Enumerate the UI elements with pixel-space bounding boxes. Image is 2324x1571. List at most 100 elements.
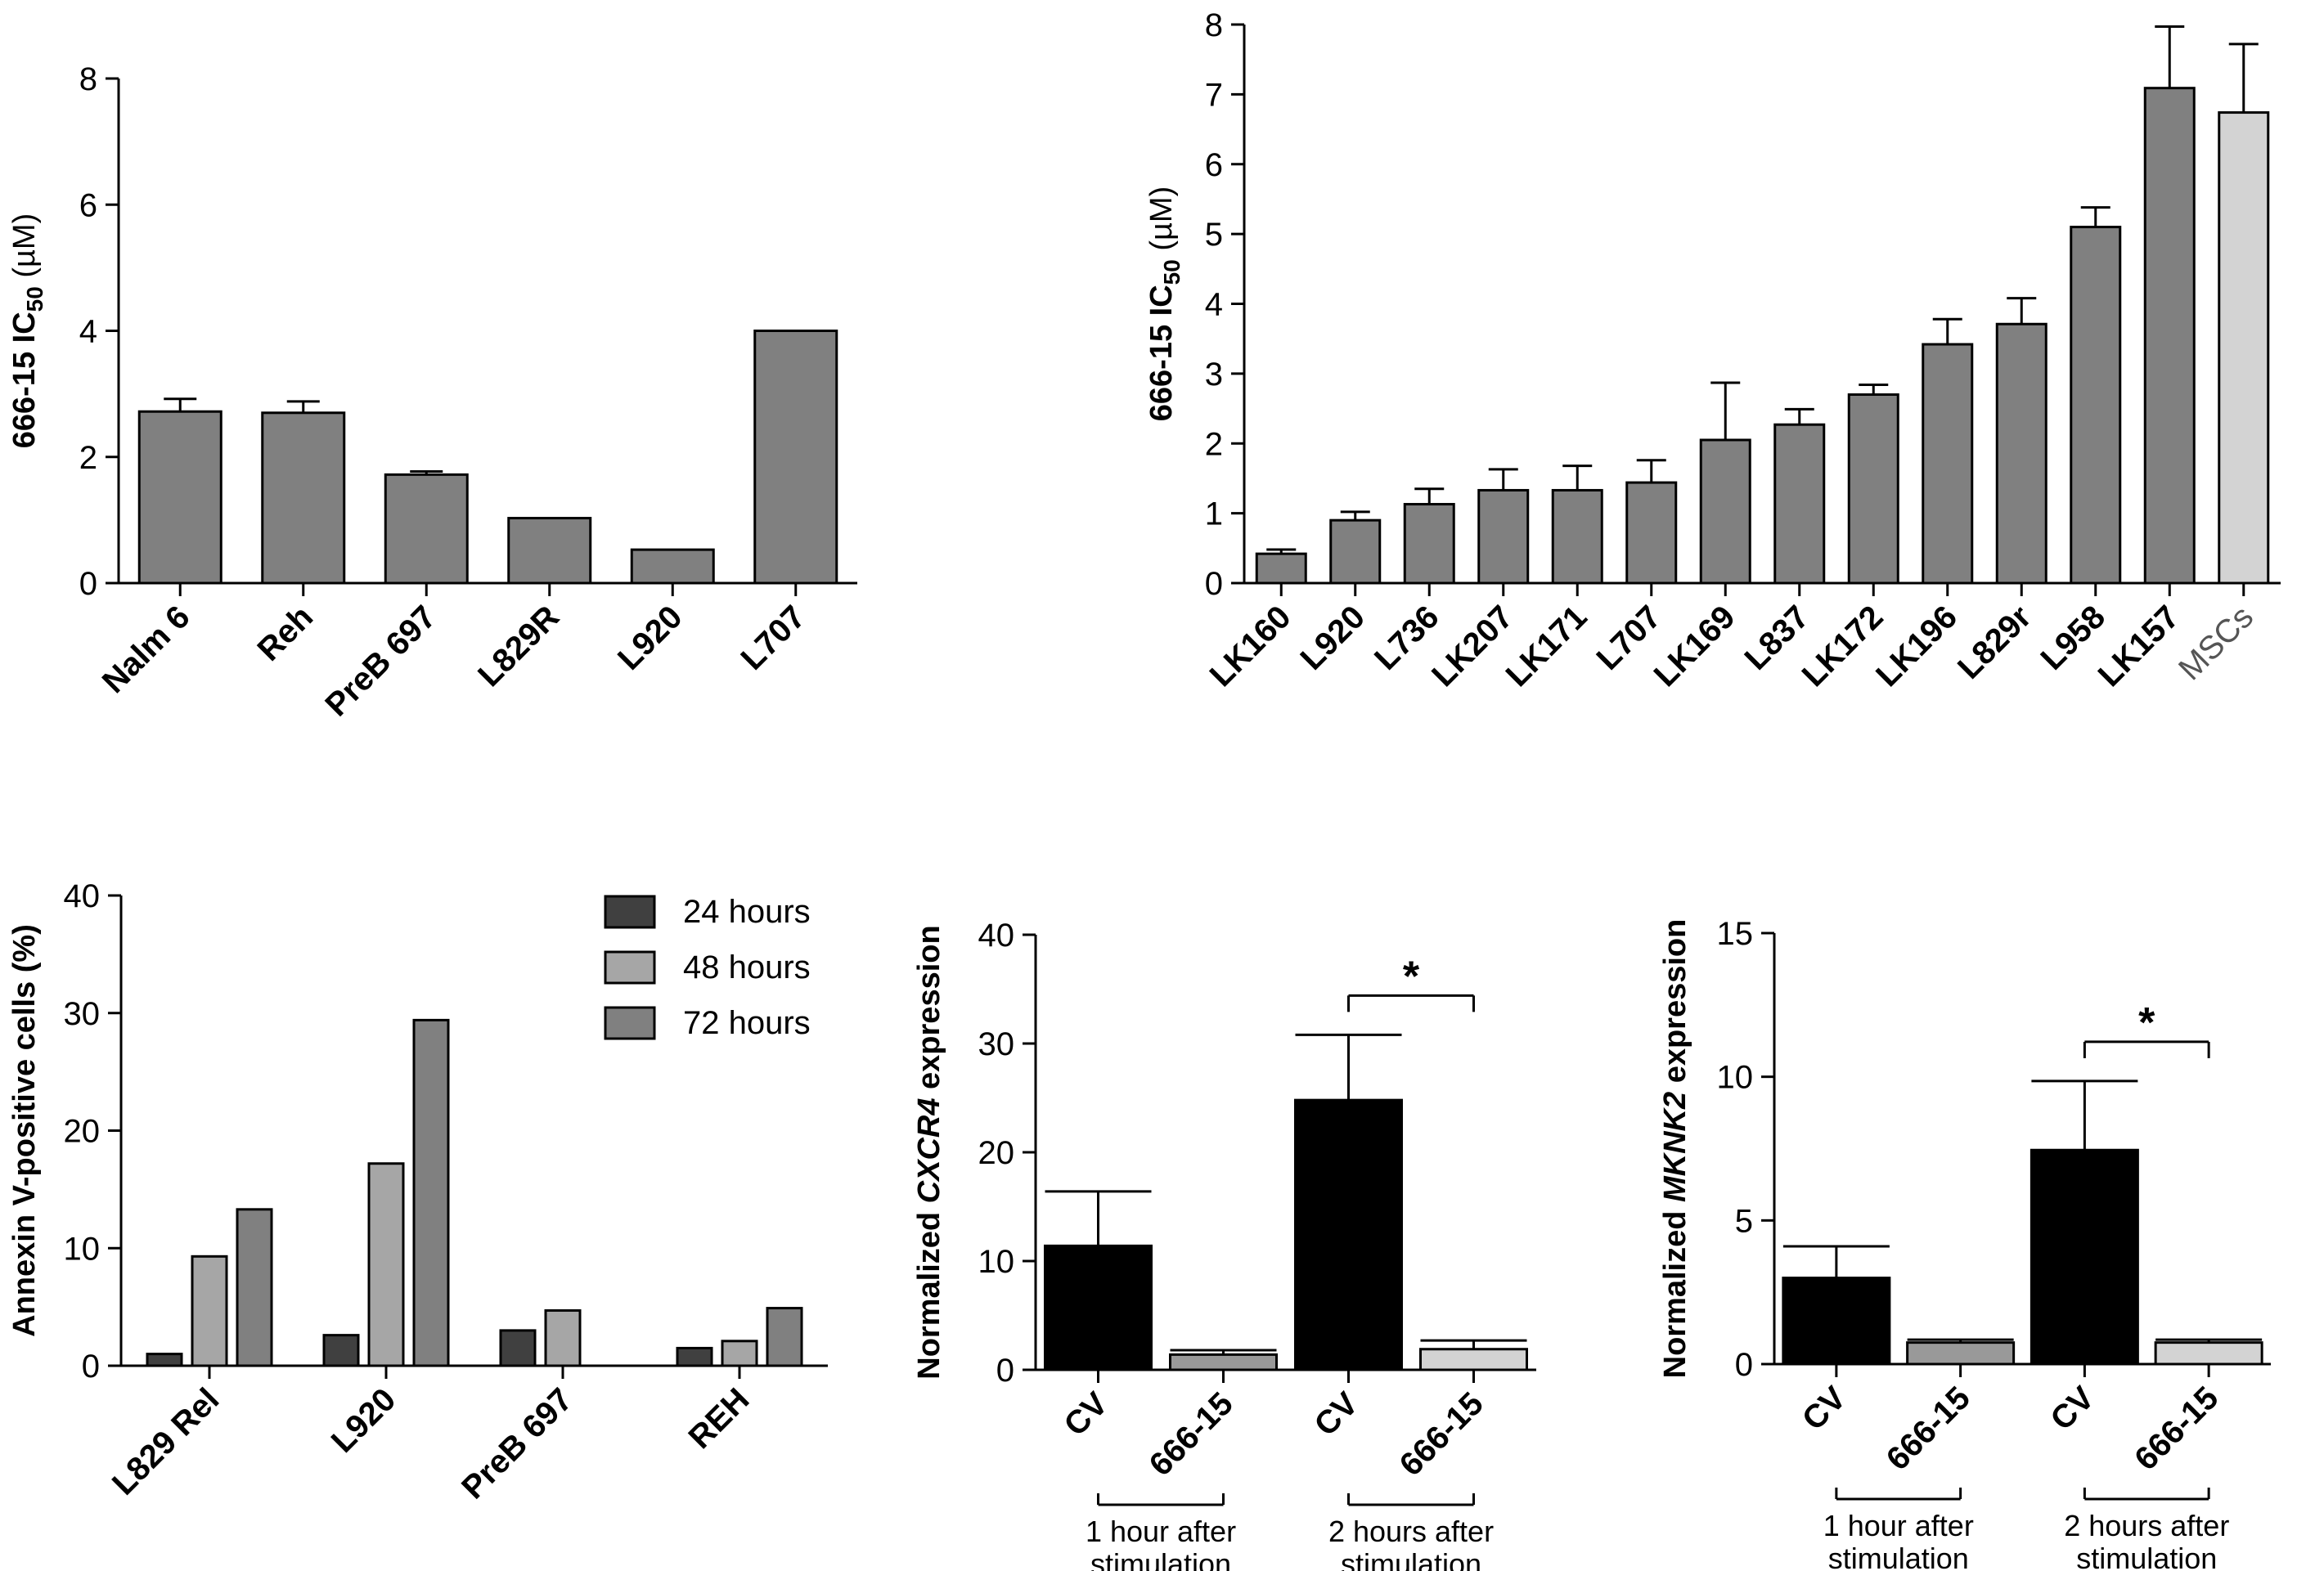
bar [322, 1334, 360, 1367]
y-tick-label: 15 [1717, 916, 1754, 952]
y-tick-label: 0 [79, 566, 97, 602]
y-tick-label: 0 [1205, 566, 1223, 602]
group-label: stimulation [2076, 1542, 2217, 1571]
x-tick-label: PreB 697 [455, 1381, 579, 1506]
y-tick-label: 0 [996, 1353, 1014, 1389]
bar [137, 410, 223, 585]
bar [544, 1308, 582, 1367]
y-tick-label: 7 [1205, 77, 1223, 113]
bar [1782, 1277, 1891, 1366]
legend-swatch [604, 1006, 656, 1040]
bar [1906, 1341, 2016, 1366]
panel-c-annexin-chart: L829 Rel L920 PreB 697 REH 0 10 20 30 40 Annexin … [7, 878, 828, 1506]
group-label: 2 hours after [2064, 1509, 2229, 1542]
x-tick-label: L829R [471, 599, 566, 693]
bar [630, 548, 715, 585]
bar [1044, 1244, 1153, 1371]
group-label: 1 hour after [1086, 1515, 1236, 1548]
legend-swatch [604, 950, 656, 985]
y-tick-label: 6 [79, 187, 97, 223]
bar [1419, 1348, 1528, 1371]
y-tick-label: 40 [64, 878, 101, 914]
bar [1329, 518, 1382, 585]
y-tick-label: 8 [79, 61, 97, 97]
y-tick-label: 0 [82, 1349, 100, 1385]
bar [753, 330, 838, 585]
bar [1477, 488, 1530, 585]
bar [1995, 322, 2048, 585]
bar [1699, 438, 1751, 585]
bar [1294, 1098, 1403, 1371]
x-tick-label: LK169 [1647, 599, 1742, 693]
bar [261, 411, 346, 585]
bar [191, 1255, 228, 1367]
x-tick-label: 666-15 [1143, 1385, 1240, 1483]
bar [1773, 423, 1826, 585]
x-tick-label: L829 Rel [106, 1381, 226, 1501]
x-tick-label: LK171 [1499, 599, 1594, 693]
bar [412, 1018, 450, 1367]
y-tick-label: 2 [1205, 426, 1223, 462]
x-tick-label: L920 [325, 1381, 403, 1460]
y-tick-label: 40 [978, 918, 1015, 954]
y-tick-label: 30 [978, 1026, 1015, 1062]
legend-label: 24 hours [683, 894, 811, 930]
y-tick-label: 10 [64, 1231, 101, 1267]
bar [1625, 481, 1678, 585]
x-tick-label: CV [1796, 1380, 1854, 1438]
group-label: 2 hours after [1328, 1515, 1494, 1548]
bar [766, 1307, 803, 1367]
y-tick-label: 2 [79, 440, 97, 476]
y-tick-label: 10 [978, 1244, 1015, 1280]
significance-star: * [2138, 999, 2155, 1047]
bar [507, 517, 592, 585]
y-tick-label: 5 [1205, 217, 1223, 253]
x-tick-label: 666-15 [1393, 1385, 1490, 1483]
y-tick-label: 10 [1717, 1060, 1754, 1096]
panel-b-ic50-chart: LK160L920L736LK207LK171L707LK169L837LK17… [1144, 7, 2281, 693]
legend-label: 72 hours [683, 1005, 811, 1041]
y-axis-label: 666-15 IC50 (µM) [7, 213, 47, 448]
y-tick-label: 0 [1735, 1347, 1753, 1383]
bar [146, 1353, 183, 1367]
y-tick-label: 3 [1205, 357, 1223, 393]
x-tick-label: MSCs [2172, 599, 2260, 687]
group-label: stimulation [1341, 1547, 1481, 1571]
bar [2030, 1148, 2139, 1366]
x-tick-label: L920 [611, 599, 690, 677]
bar [676, 1346, 713, 1367]
bar [2218, 111, 2270, 585]
legend-label: 48 hours [683, 949, 811, 985]
y-tick-label: 5 [1735, 1203, 1753, 1239]
bar [1922, 343, 1974, 585]
x-tick-label: CV [1057, 1385, 1115, 1443]
group-label: stimulation [1828, 1542, 1969, 1571]
y-tick-label: 4 [1205, 287, 1223, 323]
y-axis-label: Normalized MKNK2 expression [1658, 919, 1692, 1379]
y-tick-label: 6 [1205, 147, 1223, 183]
y-tick-label: 30 [64, 996, 101, 1032]
x-tick-label: 666-15 [2128, 1380, 2225, 1477]
bar [236, 1208, 273, 1367]
bar [1551, 488, 1603, 585]
y-tick-label: 4 [79, 314, 97, 350]
y-axis-label: Normalized CXCR4 expression [912, 925, 946, 1379]
x-tick-label: L920 [1294, 599, 1373, 677]
x-tick-label: REH [682, 1381, 757, 1456]
y-tick-label: 8 [1205, 7, 1223, 43]
x-tick-label: LK157 [2092, 599, 2187, 693]
bar [1169, 1353, 1278, 1371]
x-tick-label: Nalm 6 [96, 599, 197, 700]
bar [721, 1340, 758, 1367]
x-tick-label: Reh [251, 599, 321, 668]
x-tick-label: LK207 [1425, 599, 1520, 693]
x-tick-label: L707 [735, 599, 813, 677]
x-tick-label: 666-15 [1880, 1380, 1977, 1477]
y-tick-label: 20 [64, 1114, 101, 1150]
bar [499, 1329, 537, 1367]
y-axis-label: Annexin V-positive cells (%) [7, 924, 42, 1337]
